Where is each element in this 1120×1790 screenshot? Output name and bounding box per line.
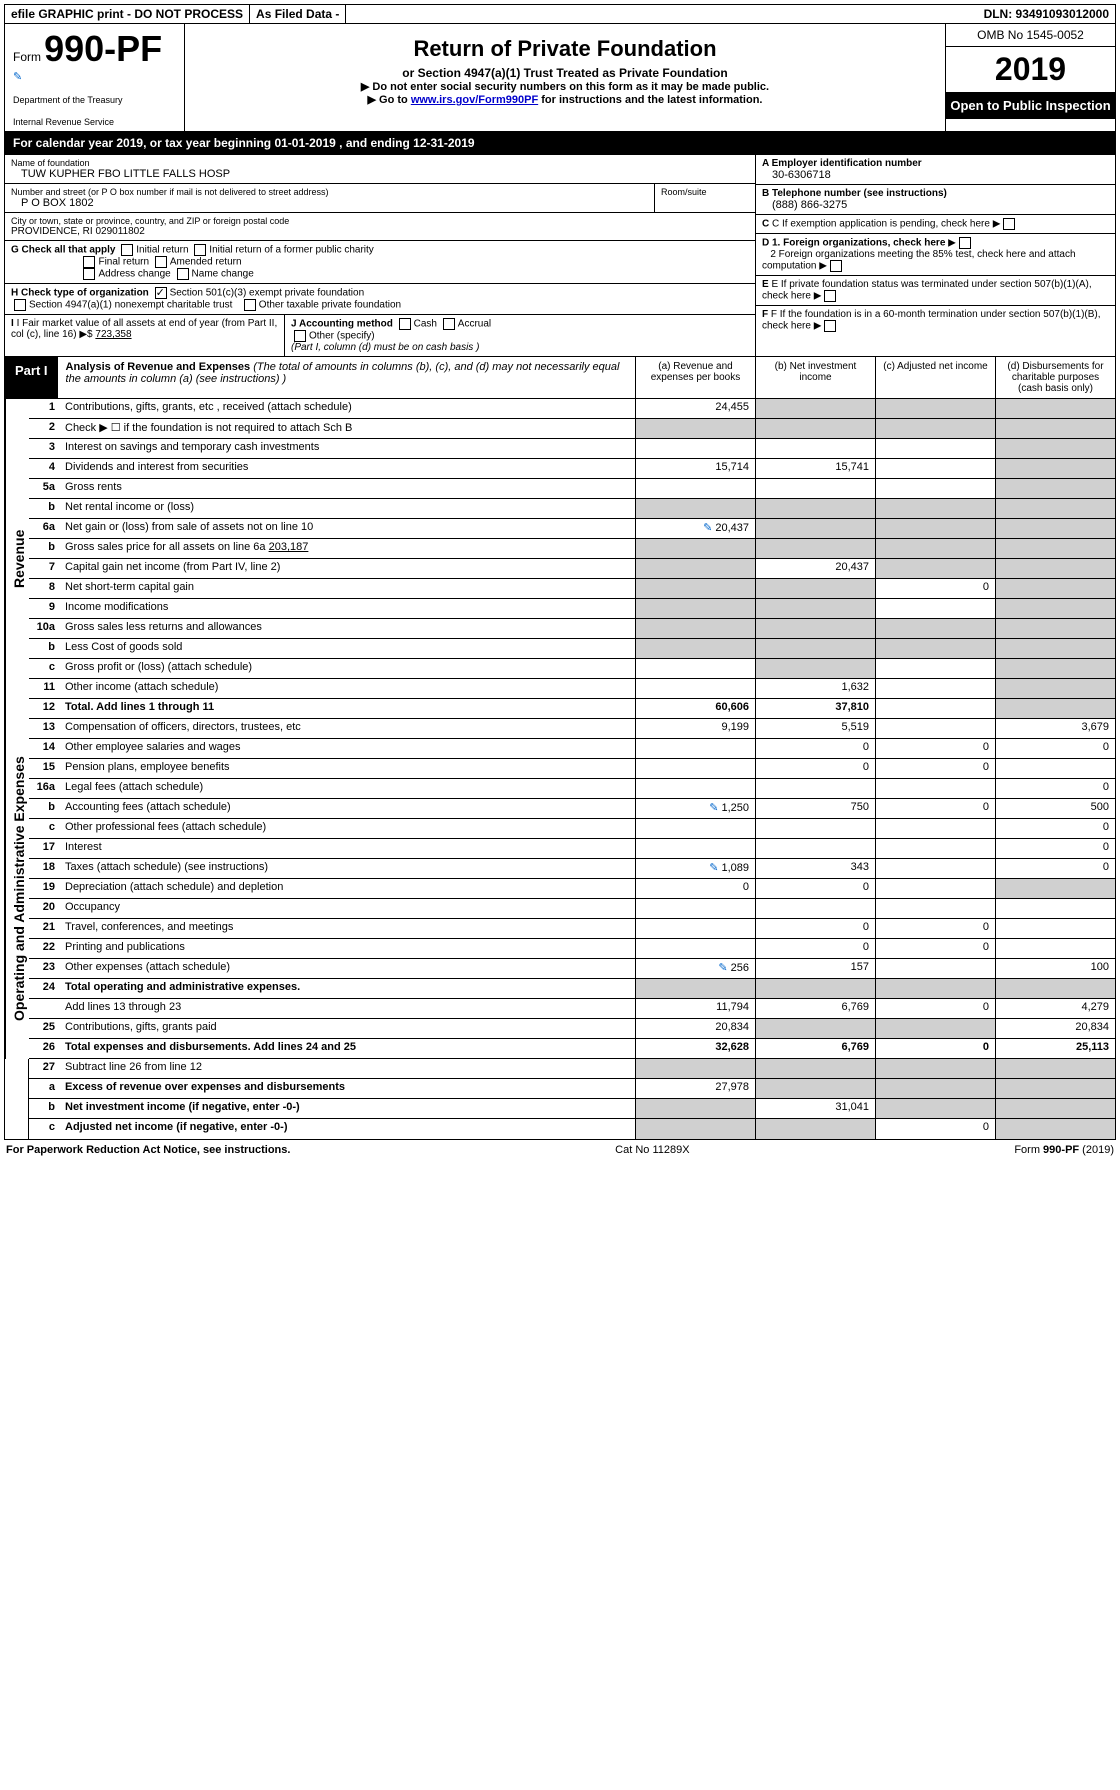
- net-section: 27Subtract line 26 from line 12 aExcess …: [4, 1059, 1116, 1140]
- revenue-label: Revenue: [5, 399, 29, 719]
- initial-return-checkbox[interactable]: [121, 244, 133, 256]
- page-footer: For Paperwork Reduction Act Notice, see …: [4, 1140, 1116, 1160]
- c-cell: C C If exemption application is pending,…: [756, 215, 1115, 234]
- link-icon[interactable]: ✎: [709, 802, 718, 814]
- final-return-checkbox[interactable]: [83, 256, 95, 268]
- d2-checkbox[interactable]: [830, 260, 842, 272]
- other-taxable-checkbox[interactable]: [244, 299, 256, 311]
- efile-notice: efile GRAPHIC print - DO NOT PROCESS: [5, 5, 250, 23]
- amended-checkbox[interactable]: [155, 256, 167, 268]
- col-d-head: (d) Disbursements for charitable purpose…: [995, 357, 1115, 398]
- initial-former-checkbox[interactable]: [194, 244, 206, 256]
- calendar-year: For calendar year 2019, or tax year begi…: [4, 132, 1116, 155]
- col-b-head: (b) Net investment income: [755, 357, 875, 398]
- irs-link[interactable]: www.irs.gov/Form990PF: [411, 94, 538, 106]
- expenses-section: Operating and Administrative Expenses 13…: [4, 719, 1116, 1059]
- ein-cell: A Employer identification number 30-6306…: [756, 155, 1115, 185]
- info-right: A Employer identification number 30-6306…: [755, 155, 1115, 356]
- d-cell: D 1. Foreign organizations, check here ▶…: [756, 234, 1115, 276]
- instruction-2: ▶ Go to www.irs.gov/Form990PF for instru…: [193, 93, 937, 106]
- j-note: (Part I, column (d) must be on cash basi…: [291, 342, 479, 353]
- street-address: P O BOX 1802: [11, 197, 648, 209]
- e-checkbox[interactable]: [824, 290, 836, 302]
- 4947a1-checkbox[interactable]: [14, 299, 26, 311]
- form-subtitle: or Section 4947(a)(1) Trust Treated as P…: [193, 66, 937, 80]
- address-change-checkbox[interactable]: [83, 268, 95, 280]
- f-cell: F F If the foundation is in a 60-month t…: [756, 306, 1115, 335]
- col-c-head: (c) Adjusted net income: [875, 357, 995, 398]
- form-header: Form 990-PF ✎ Department of the Treasury…: [4, 24, 1116, 132]
- dept-irs: Internal Revenue Service: [13, 117, 176, 127]
- fmv-value: 723,358: [95, 329, 131, 340]
- address-row: Number and street (or P O box number if …: [5, 184, 755, 213]
- expense-rows: 13Compensation of officers, directors, t…: [29, 719, 1115, 1059]
- form-prefix: Form: [13, 50, 41, 64]
- g-check-row: G Check all that apply Initial return In…: [5, 241, 755, 284]
- info-left: Name of foundation TUW KUPHER FBO LITTLE…: [5, 155, 755, 356]
- room-suite-label: Room/suite: [661, 187, 749, 197]
- phone-cell: B Telephone number (see instructions) (8…: [756, 185, 1115, 215]
- phone-value: (888) 866-3275: [762, 199, 1109, 211]
- c-checkbox[interactable]: [1003, 218, 1015, 230]
- city-value: PROVIDENCE, RI 029011802: [11, 226, 749, 237]
- other-method-checkbox[interactable]: [294, 330, 306, 342]
- link-icon[interactable]: ✎: [703, 522, 712, 534]
- header-right: OMB No 1545-0052 2019 Open to Public Ins…: [945, 24, 1115, 131]
- info-grid: Name of foundation TUW KUPHER FBO LITTLE…: [4, 155, 1116, 357]
- h-check-row: H Check type of organization Section 501…: [5, 284, 755, 315]
- catalog-number: Cat No 11289X: [615, 1144, 689, 1156]
- revenue-section: Revenue 1Contributions, gifts, grants, e…: [4, 399, 1116, 719]
- link-icon[interactable]: ✎: [709, 862, 718, 874]
- link-icon[interactable]: ✎: [718, 962, 727, 974]
- cash-checkbox[interactable]: [399, 318, 411, 330]
- net-rows: 27Subtract line 26 from line 12 aExcess …: [29, 1059, 1115, 1139]
- foundation-name-cell: Name of foundation TUW KUPHER FBO LITTLE…: [5, 155, 755, 184]
- ij-row: I I Fair market value of all assets at e…: [5, 315, 755, 356]
- accrual-checkbox[interactable]: [443, 318, 455, 330]
- part1-header: Part I Analysis of Revenue and Expenses …: [4, 357, 1116, 399]
- form-number: 990-PF: [44, 28, 162, 69]
- top-bar: efile GRAPHIC print - DO NOT PROCESS As …: [4, 4, 1116, 24]
- omb-number: OMB No 1545-0052: [946, 24, 1115, 47]
- form-id-block: Form 990-PF ✎ Department of the Treasury…: [5, 24, 185, 131]
- open-public: Open to Public Inspection: [946, 92, 1115, 119]
- dln: DLN: 93491093012000: [978, 5, 1115, 23]
- city-cell: City or town, state or province, country…: [5, 213, 755, 241]
- link-icon[interactable]: ✎: [13, 70, 176, 83]
- form-title: Return of Private Foundation: [193, 36, 937, 62]
- paperwork-notice: For Paperwork Reduction Act Notice, see …: [6, 1144, 290, 1156]
- revenue-rows: 1Contributions, gifts, grants, etc , rec…: [29, 399, 1115, 719]
- part1-tag: Part I: [5, 357, 58, 398]
- expenses-label: Operating and Administrative Expenses: [5, 719, 29, 1059]
- instruction-1: ▶ Do not enter social security numbers o…: [193, 80, 937, 93]
- ein-value: 30-6306718: [762, 169, 1109, 181]
- form-ref: Form 990-PF (2019): [1014, 1144, 1114, 1156]
- e-cell: E E If private foundation status was ter…: [756, 276, 1115, 306]
- tax-year: 2019: [946, 47, 1115, 92]
- f-checkbox[interactable]: [824, 320, 836, 332]
- dept-treasury: Department of the Treasury: [13, 95, 176, 105]
- d1-checkbox[interactable]: [959, 237, 971, 249]
- col-a-head: (a) Revenue and expenses per books: [635, 357, 755, 398]
- 501c3-checkbox[interactable]: [155, 287, 167, 299]
- part1-desc: Analysis of Revenue and Expenses (The to…: [58, 357, 635, 398]
- foundation-name: TUW KUPHER FBO LITTLE FALLS HOSP: [11, 168, 749, 180]
- header-center: Return of Private Foundation or Section …: [185, 24, 945, 131]
- as-filed: As Filed Data -: [250, 5, 346, 23]
- name-change-checkbox[interactable]: [177, 268, 189, 280]
